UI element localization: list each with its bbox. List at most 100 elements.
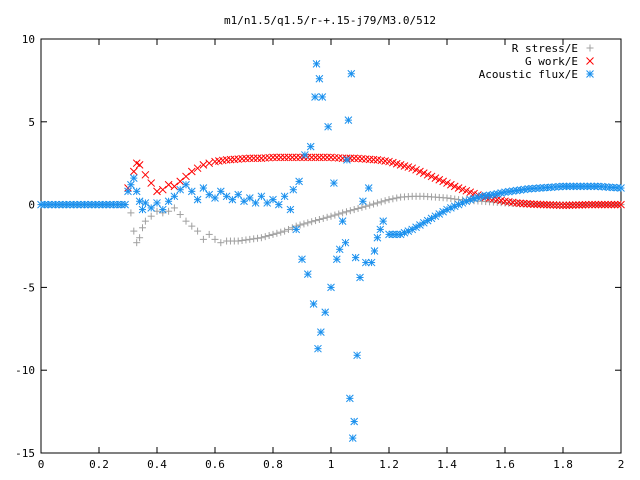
data-point: [193, 195, 202, 204]
data-point: [346, 207, 354, 215]
data-point: [254, 234, 262, 242]
data-point: [280, 192, 289, 201]
data-point: [331, 211, 339, 219]
data-point: [359, 197, 367, 206]
data-point: [176, 185, 185, 194]
data-point: [274, 200, 283, 209]
data-point: [133, 239, 141, 247]
data-point: [205, 159, 214, 168]
data-point: [324, 122, 332, 131]
data-point: [277, 228, 285, 236]
data-point: [182, 217, 190, 225]
data-point: [315, 216, 323, 224]
data-point: [330, 179, 338, 187]
data-point: [246, 235, 254, 243]
data-point: [265, 153, 273, 162]
x-tick-label: 0.8: [263, 458, 283, 471]
axis-ticks: 0 0.2 0.4 0.6 0.8 1 1.2 1.4 1.6 1.8 2 10 5 0 -5 -10 -15: [15, 33, 624, 471]
data-point: [308, 218, 316, 226]
data-point: [121, 200, 129, 209]
data-point: [314, 344, 322, 353]
data-point: [526, 200, 535, 208]
data-point: [158, 185, 167, 194]
data-point: [147, 204, 156, 212]
data-point: [523, 199, 531, 208]
data-point: [306, 142, 315, 151]
data-point: [37, 200, 45, 209]
data-point: [226, 155, 235, 164]
data-point: [572, 201, 580, 209]
data-point: [153, 187, 161, 196]
data-point: [361, 155, 370, 163]
data-point: [269, 195, 277, 204]
data-point: [575, 201, 583, 209]
data-point: [327, 283, 335, 292]
data-point: [250, 235, 258, 243]
data-point: [613, 200, 622, 209]
data-point: [332, 255, 341, 264]
data-point: [555, 201, 564, 210]
data-point: [516, 199, 524, 208]
data-point: [222, 156, 231, 164]
data-point: [230, 155, 239, 164]
data-point: [289, 185, 298, 194]
data-point: [193, 164, 202, 173]
data-point: [439, 177, 447, 186]
data-point: [454, 200, 463, 209]
data-point: [311, 153, 320, 162]
data-point: [261, 233, 269, 241]
data-point: [292, 153, 301, 162]
data-point: [341, 238, 350, 247]
data-point: [617, 200, 625, 209]
legend-label: G work/E: [525, 55, 578, 68]
series-star: [37, 59, 625, 442]
data-point: [187, 167, 196, 176]
data-point: [58, 200, 67, 209]
data-point: [381, 197, 389, 205]
x-tick-label: 1.2: [379, 458, 399, 471]
data-point: [257, 154, 266, 163]
data-point: [358, 154, 366, 163]
data-point: [216, 187, 225, 196]
data-point: [182, 172, 190, 181]
x-tick-label: 0: [38, 458, 45, 471]
data-point: [345, 394, 354, 403]
data-point: [304, 219, 312, 227]
data-point: [597, 200, 606, 209]
data-point: [265, 232, 273, 240]
data-point: [153, 199, 161, 207]
data-point: [273, 229, 281, 237]
data-point: [319, 214, 327, 222]
data-point: [127, 209, 135, 217]
x-tick-label: 0.2: [89, 458, 109, 471]
legend-label: Acoustic flux/E: [479, 68, 578, 81]
data-point: [127, 180, 135, 189]
x-tick-label: 2: [618, 458, 625, 471]
data-point: [379, 217, 388, 226]
data-point: [269, 153, 277, 162]
data-point: [356, 273, 364, 282]
data-point: [95, 200, 103, 209]
data-point: [298, 255, 306, 264]
data-point: [164, 197, 173, 206]
data-point: [147, 212, 155, 220]
data-point: [55, 200, 63, 209]
data-point: [301, 151, 309, 159]
data-point: [607, 200, 616, 209]
data-point: [135, 197, 144, 206]
data-point: [562, 201, 571, 210]
data-point: [315, 74, 324, 83]
data-point: [331, 153, 339, 162]
data-point: [87, 200, 96, 209]
data-point: [295, 177, 303, 186]
data-point: [323, 153, 331, 162]
data-point: [370, 200, 378, 208]
data-point: [147, 179, 156, 187]
data-point: [581, 200, 590, 209]
data-point: [353, 351, 361, 360]
data-point: [393, 194, 401, 202]
data-point: [315, 153, 324, 162]
data-point: [211, 235, 219, 243]
data-point: [377, 198, 385, 206]
data-point: [565, 201, 574, 210]
